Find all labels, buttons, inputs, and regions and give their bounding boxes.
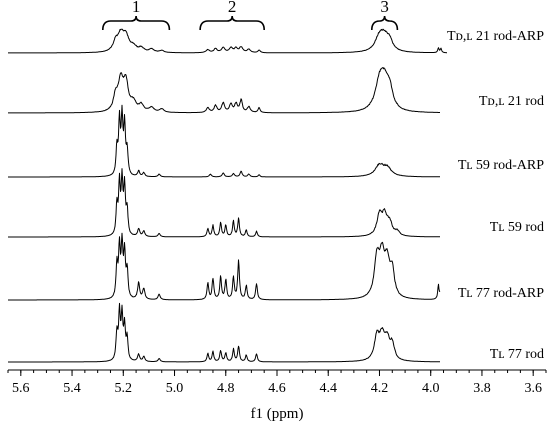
x-axis-ticks: 5.6 5.4 5.2 5.0 4.8 4.6 4.4 4.2 4.0 3.8 3.6 [7, 370, 547, 396]
region-brace-1 [101, 15, 171, 31]
x-axis-label: f1 (ppm) [251, 406, 304, 422]
spectra-traces [8, 28, 447, 363]
x-tick-label-6: 4.4 [319, 381, 337, 396]
x-tick-label-0: 5.6 [12, 381, 30, 396]
x-tick-label-10: 3.6 [524, 381, 542, 396]
x-tick-label-1: 5.4 [63, 381, 81, 396]
spectrum-trace-3 [8, 104, 440, 178]
x-tick-label-3: 5.0 [166, 381, 184, 396]
x-axis: 5.6 5.4 5.2 5.0 4.8 4.6 4.4 4.2 4.0 3.8 3.6 [7, 369, 547, 396]
x-tick-label-4: 4.8 [217, 381, 235, 396]
spectrum-trace-1 [8, 28, 447, 54]
spectrum-trace-2 [8, 67, 440, 114]
spectrum-trace-5 [8, 232, 441, 301]
spectrum-labels: Tᴅ,ʟ 21 rod-ARP Tᴅ,ʟ 21 rod Tʟ 59 rod-ARP T… [447, 29, 544, 362]
spectrum-trace-6 [8, 302, 440, 363]
region-label-2: 2 [228, 0, 237, 16]
spectrum-label-5: Tʟ 77 rod-ARP [458, 286, 544, 301]
x-tick-label-5: 4.6 [268, 381, 286, 396]
x-tick-label-2: 5.2 [115, 381, 133, 396]
spectrum-label-4: Tʟ 59 rod [490, 220, 544, 235]
spectrum-label-3: Tʟ 59 rod-ARP [458, 158, 544, 173]
spectrum-label-6: Tʟ 77 rod [490, 347, 544, 362]
spectrum-label-1: Tᴅ,ʟ 21 rod-ARP [447, 29, 544, 44]
region-brace-2 [199, 15, 265, 31]
x-tick-label-9: 3.8 [473, 381, 491, 396]
region-brace-3 [370, 15, 399, 31]
region-label-1: 1 [132, 0, 141, 16]
x-tick-label-8: 4.0 [422, 381, 440, 396]
spectrum-label-2: Tᴅ,ʟ 21 rod [479, 94, 544, 109]
region-braces: 1 2 3 [101, 0, 399, 31]
spectrum-trace-4 [8, 168, 440, 238]
region-label-3: 3 [380, 0, 389, 16]
x-tick-label-7: 4.2 [371, 381, 389, 396]
